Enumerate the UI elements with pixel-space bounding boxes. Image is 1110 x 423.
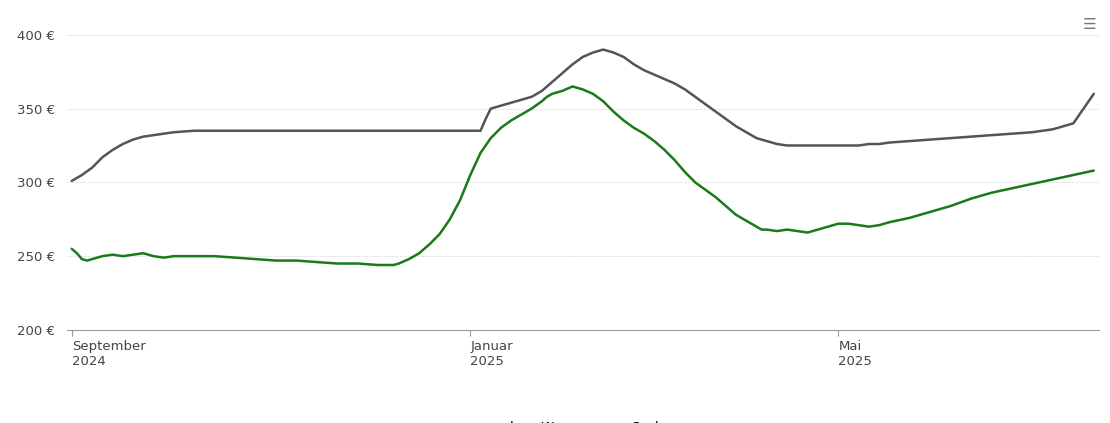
Legend: lose Ware, Sackware: lose Ware, Sackware xyxy=(465,416,700,423)
Text: ☰: ☰ xyxy=(1083,17,1097,32)
